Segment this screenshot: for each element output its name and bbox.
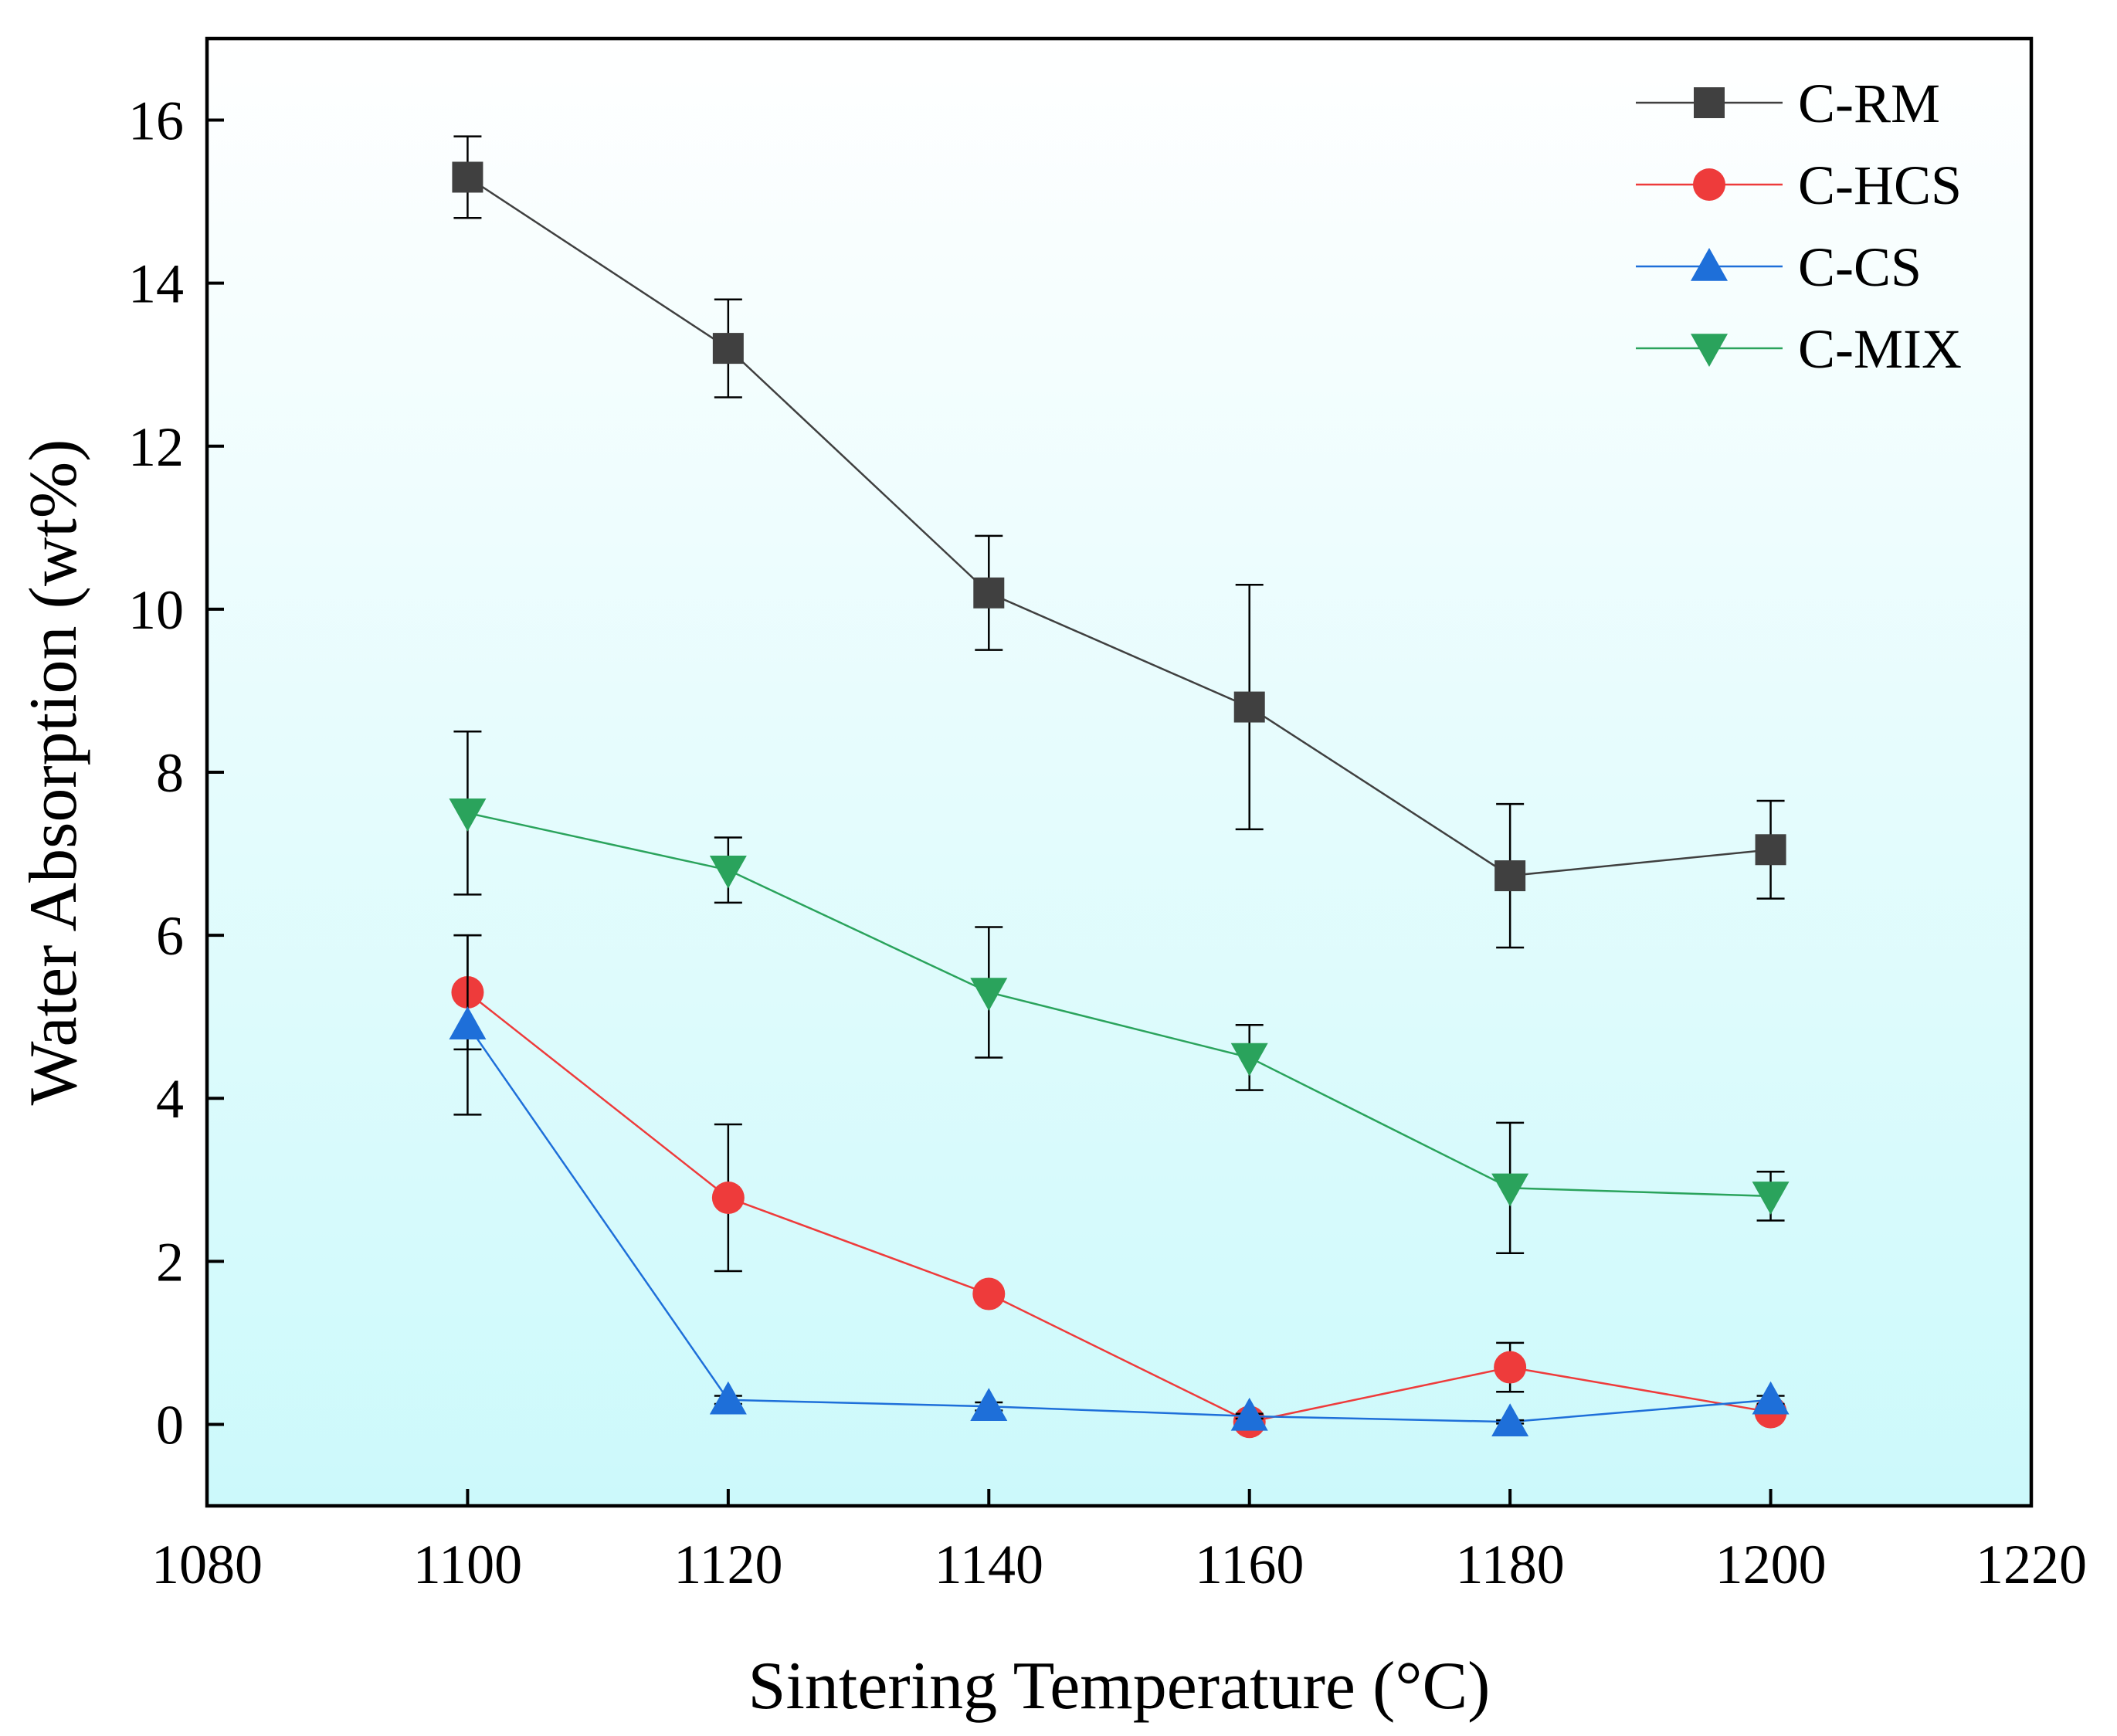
y-tick-label: 0 — [156, 1394, 184, 1456]
data-point-c-cs — [449, 1006, 487, 1039]
series-line-c-rm — [466, 176, 1771, 877]
y-tick-label: 6 — [156, 905, 184, 967]
legend-label-c-rm: C-RM — [1798, 73, 1940, 134]
legend-marker-c-rm — [1694, 87, 1725, 118]
data-point-c-mix — [709, 855, 747, 889]
y-tick-label: 14 — [128, 253, 184, 315]
y-axis-title: Water Absorption (wt%) — [16, 439, 91, 1106]
y-tick-label: 4 — [156, 1068, 184, 1130]
y-tick-label: 16 — [128, 90, 184, 152]
data-point-c-cs — [1752, 1381, 1790, 1415]
data-point-c-hcs — [711, 1182, 745, 1214]
x-tick-label: 1140 — [935, 1534, 1043, 1595]
legend-label-c-mix: C-MIX — [1798, 318, 1962, 380]
legend-marker-c-cs — [1691, 248, 1728, 281]
series-line-c-mix — [467, 812, 1771, 1198]
y-tick-label: 8 — [156, 742, 184, 804]
series-line-c-hcs — [466, 992, 1771, 1423]
data-point-c-rm — [1233, 691, 1265, 723]
data-point-c-mix — [970, 978, 1008, 1011]
y-tick-label: 12 — [128, 416, 184, 478]
data-point-c-rm — [1755, 834, 1786, 866]
x-tick-label: 1180 — [1455, 1534, 1564, 1595]
plot-frame — [205, 36, 2034, 1508]
data-point-c-mix — [1230, 1043, 1268, 1077]
y-tick-label: 2 — [156, 1231, 184, 1293]
data-point-c-hcs — [1494, 1351, 1527, 1384]
data-point-c-cs — [1230, 1397, 1268, 1431]
data-point-c-cs — [709, 1381, 747, 1415]
data-point-c-hcs — [972, 1277, 1006, 1310]
x-axis-title: Sintering Temperature (°C) — [748, 1649, 1491, 1724]
series-c-rm — [452, 135, 1786, 949]
data-point-c-mix — [1752, 1182, 1790, 1215]
legend-marker-c-hcs — [1693, 168, 1725, 201]
y-tick-label: 10 — [128, 579, 184, 641]
data-point-c-cs — [970, 1388, 1008, 1421]
series-line-c-cs — [466, 1024, 1771, 1423]
data-point-c-rm — [1494, 860, 1526, 892]
x-tick-label: 1220 — [1976, 1534, 2087, 1595]
legend-label-c-hcs: C-HCS — [1798, 154, 1962, 216]
x-tick-label: 1080 — [151, 1534, 263, 1595]
x-tick-label: 1100 — [413, 1534, 522, 1595]
data-point-c-rm — [452, 161, 483, 193]
legend-label-c-cs: C-CS — [1798, 236, 1922, 298]
data-point-c-mix — [1491, 1173, 1529, 1207]
plot-area-background — [207, 39, 2031, 1506]
data-point-c-rm — [973, 577, 1005, 609]
data-point-c-rm — [712, 333, 744, 364]
series-c-cs — [449, 934, 1790, 1436]
data-point-c-cs — [1491, 1403, 1529, 1436]
x-tick-label: 1120 — [673, 1534, 782, 1595]
legend-marker-c-mix — [1691, 334, 1728, 367]
x-tick-label: 1160 — [1195, 1534, 1304, 1595]
x-tick-label: 1200 — [1715, 1534, 1827, 1595]
data-point-c-mix — [449, 798, 487, 832]
series-c-mix — [449, 730, 1790, 1255]
